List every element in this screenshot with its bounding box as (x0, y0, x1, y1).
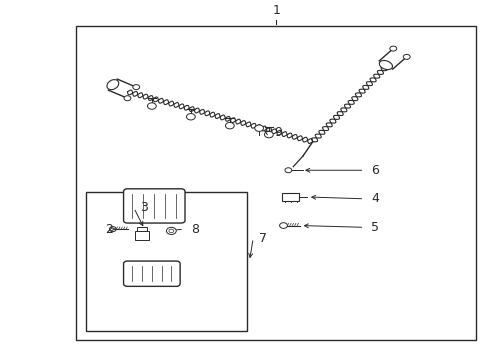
Text: 2: 2 (105, 222, 113, 235)
Bar (135, 231, 149, 240)
Circle shape (133, 85, 140, 90)
FancyBboxPatch shape (123, 189, 184, 223)
Circle shape (186, 113, 195, 120)
Circle shape (254, 125, 263, 131)
Circle shape (109, 226, 116, 231)
Text: 9: 9 (273, 126, 281, 139)
Bar (86, 192, 246, 331)
Circle shape (403, 54, 409, 59)
Circle shape (124, 96, 131, 101)
Circle shape (264, 131, 273, 138)
Text: 5: 5 (370, 221, 379, 234)
Bar (137, 227, 147, 231)
Circle shape (225, 122, 234, 129)
Text: 4: 4 (370, 192, 378, 205)
Circle shape (147, 103, 156, 109)
Text: 3: 3 (140, 201, 147, 214)
Text: 8: 8 (190, 222, 199, 235)
FancyBboxPatch shape (123, 261, 180, 286)
Circle shape (389, 46, 396, 51)
Circle shape (279, 223, 287, 228)
Bar (282, 193, 299, 201)
Circle shape (168, 229, 173, 233)
Text: 6: 6 (370, 164, 378, 177)
Ellipse shape (107, 80, 119, 90)
Text: 7: 7 (259, 231, 266, 244)
Circle shape (166, 227, 176, 234)
Bar (76, 26, 475, 340)
Circle shape (285, 168, 291, 173)
Text: 1: 1 (272, 4, 280, 17)
Ellipse shape (379, 60, 392, 69)
